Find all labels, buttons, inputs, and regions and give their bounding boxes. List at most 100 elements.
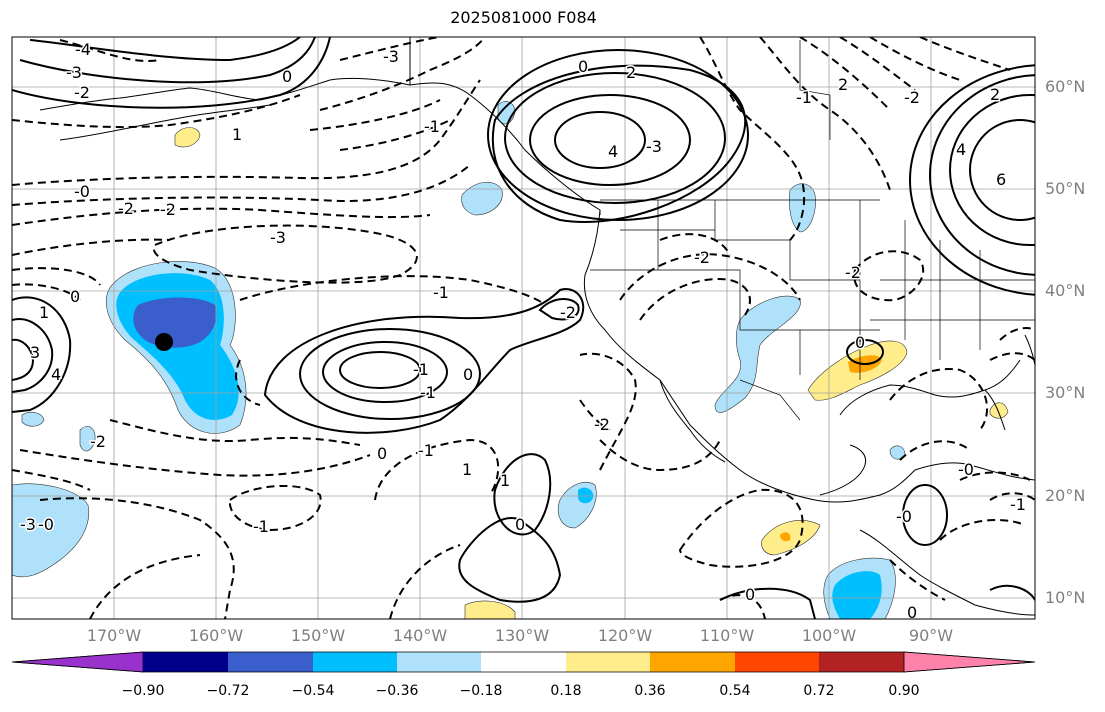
contour-label: -3 — [383, 47, 399, 66]
contour-label: 0 — [578, 57, 588, 76]
negative-anomaly-small-2 — [789, 183, 816, 233]
contour-label: -3 — [66, 63, 82, 82]
lat-label: 60°N — [1045, 77, 1086, 96]
colorbar-tick-label: −0.54 — [291, 683, 335, 699]
contour-label: -1 — [1010, 495, 1026, 514]
colorbar-tick-label: −0.90 — [121, 683, 165, 699]
colorbar-segment — [650, 652, 735, 672]
contour-label: 1 — [500, 471, 510, 490]
contour-label: 2 — [626, 63, 636, 82]
contour-label: -1 — [413, 360, 429, 379]
contour-label: -2 — [160, 200, 176, 219]
colorbar-segment — [228, 652, 313, 672]
lat-label: 30°N — [1045, 383, 1086, 402]
positive-anomaly-florida — [989, 402, 1009, 419]
contour-label: 0 — [515, 515, 525, 534]
contour-label: 4 — [956, 140, 966, 159]
coastlines — [39, 37, 1035, 616]
contour-label: -2 — [90, 432, 106, 451]
contour-label: -1 — [424, 117, 440, 136]
contour-label: -2 — [560, 303, 576, 322]
contour-label: -0 — [958, 460, 974, 479]
contour-label: 2 — [838, 75, 848, 94]
contour-label: -1 — [420, 383, 436, 402]
contour-label: -1 — [796, 88, 812, 107]
colorbar-tick-label: 0.36 — [634, 683, 666, 699]
contour-label: 0 — [463, 365, 473, 384]
colorbar-segment — [819, 652, 904, 672]
negative-anomaly-west — [12, 483, 90, 578]
negative-anomaly-core — [133, 297, 217, 348]
colorbar-segment — [735, 652, 819, 672]
colorbar-extend-high — [903, 651, 1036, 673]
contours-positive — [12, 37, 1035, 619]
lon-label: 100°W — [801, 626, 857, 645]
colorbar-segment — [143, 652, 228, 672]
contour-label: -2 — [74, 83, 90, 102]
contour-label: 0 — [282, 67, 292, 86]
colorbar-tick-label: 0.54 — [719, 683, 751, 699]
lon-label: 140°W — [392, 626, 448, 645]
colorbar-segment — [481, 652, 566, 672]
colorbar-tick-label: −0.72 — [206, 683, 250, 699]
contour-label: -2 — [694, 248, 710, 267]
gridlines — [12, 37, 1035, 619]
contour-label: 0 — [70, 287, 80, 306]
positive-anomaly-mexico-pacific — [761, 520, 821, 556]
contour-label: -3 — [646, 137, 662, 156]
contour-label: -2 — [904, 88, 920, 107]
contour-label: 1 — [39, 303, 49, 322]
negative-anomaly-small-6 — [79, 426, 96, 452]
contour-label: -2 — [594, 415, 610, 434]
contour-label: 3 — [30, 343, 40, 362]
contour-label: 6 — [996, 170, 1006, 189]
contours-negative — [12, 37, 1035, 619]
contour-label: 1 — [462, 460, 472, 479]
lon-label: 110°W — [699, 626, 755, 645]
colorbar-segment — [566, 652, 650, 672]
lon-label: 150°W — [290, 626, 346, 645]
lat-label: 20°N — [1045, 486, 1086, 505]
contour-label: 4 — [51, 365, 61, 384]
lat-label: 10°N — [1045, 588, 1086, 607]
lon-label: 130°W — [494, 626, 550, 645]
plot-frame — [11, 36, 1036, 620]
contour-label: -1 — [433, 283, 449, 302]
contour-label: -4 — [75, 40, 91, 59]
colorbar-tick-label: −0.18 — [459, 683, 503, 699]
colorbar-segment — [397, 652, 481, 672]
location-marker — [155, 333, 173, 351]
colorbar-segment — [313, 652, 397, 672]
contour-label: -2 — [845, 263, 861, 282]
lat-label: 40°N — [1045, 281, 1086, 300]
shaded-regions — [12, 101, 1009, 619]
contour-label: -3 — [270, 228, 286, 247]
contour-label: -3 — [20, 515, 36, 534]
contour-label: -1 — [418, 441, 434, 460]
contour-label: 0 — [907, 603, 917, 622]
lon-label: 120°W — [597, 626, 653, 645]
contour-label: 0 — [745, 585, 755, 604]
contour-label: 4 — [608, 142, 618, 161]
colorbar-tick-label: 0.90 — [888, 683, 920, 699]
contour-label: 0 — [855, 333, 865, 352]
contour-label: 2 — [990, 85, 1000, 104]
map-title: 2025081000 F084 — [450, 8, 597, 27]
positive-anomaly-mexico-core — [780, 532, 791, 542]
contour-label: -1 — [253, 517, 269, 536]
negative-anomaly-south-inner — [832, 571, 882, 619]
lat-label: 50°N — [1045, 179, 1086, 198]
lon-label: 170°W — [86, 626, 142, 645]
lon-label: 90°W — [908, 626, 954, 645]
contour-label: -0 — [38, 515, 54, 534]
positive-anomaly-south — [464, 600, 516, 619]
contour-labels: -4 -3 -2 -3 -0 -2 -2 -3 -1 0 2 4 -3 -1 0… — [19, 39, 1028, 622]
colorbar-extend-low — [11, 651, 144, 673]
contour-label: -2 — [118, 199, 134, 218]
colorbar-tick-label: 0.18 — [550, 683, 582, 699]
negative-anomaly-small-4 — [578, 487, 594, 504]
colorbar-tick-label: 0.72 — [803, 683, 835, 699]
positive-anomaly-alaska — [174, 127, 201, 148]
negative-anomaly-small-1 — [461, 182, 503, 216]
